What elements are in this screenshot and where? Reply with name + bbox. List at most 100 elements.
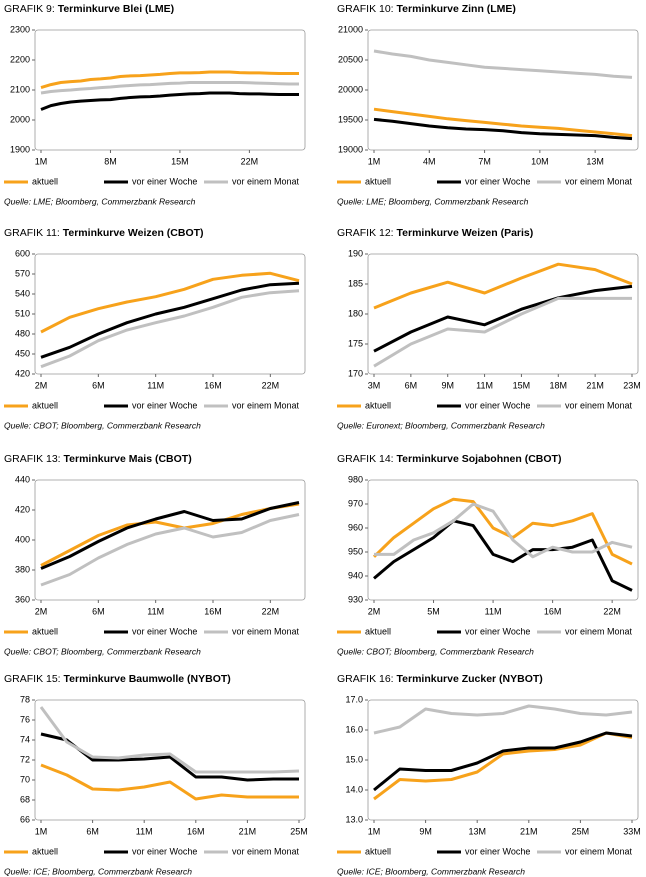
- y-tick-label: 1900: [10, 144, 30, 154]
- chart-number: GRAFIK 14:: [337, 453, 394, 465]
- x-tick-label: 6M: [92, 380, 105, 390]
- x-tick-label: 21M: [520, 826, 538, 836]
- legend-label: vor einer Woche: [465, 626, 530, 636]
- y-tick-label: 20000: [338, 84, 363, 94]
- y-tick-label: 70: [20, 774, 30, 784]
- chart-title-text: Terminkurve Zucker (NYBOT): [397, 673, 543, 685]
- y-tick-label: 930: [348, 594, 363, 604]
- legend-label: vor einer Woche: [132, 400, 197, 410]
- legend-label: aktuell: [32, 176, 58, 186]
- x-tick-label: 16M: [544, 606, 562, 616]
- y-tick-label: 17.0: [345, 694, 363, 704]
- chart-title-text: Terminkurve Sojabohnen (CBOT): [397, 453, 562, 465]
- x-tick-label: 10M: [531, 156, 549, 166]
- y-tick-label: 180: [348, 308, 363, 318]
- y-tick-label: 940: [348, 570, 363, 580]
- x-tick-label: 22M: [241, 156, 259, 166]
- series-line: [40, 501, 300, 570]
- x-tick-label: 11M: [147, 380, 164, 390]
- x-tick-label: 9M: [441, 380, 454, 390]
- legend-label: aktuell: [365, 626, 391, 636]
- series-line: [40, 502, 300, 567]
- y-tick-label: 21000: [338, 24, 363, 34]
- x-tick-label: 6M: [86, 826, 99, 836]
- chart-title-text: Terminkurve Weizen (CBOT): [63, 227, 204, 239]
- legend-label: vor einem Monat: [565, 846, 633, 856]
- x-tick-label: 1M: [35, 156, 48, 166]
- chart-panel: GRAFIK 14: Terminkurve Sojabohnen (CBOT)…: [337, 453, 639, 656]
- x-tick-label: 1M: [35, 826, 48, 836]
- series-line: [40, 513, 300, 587]
- chart-panel: GRAFIK 12: Terminkurve Weizen (Paris) 170…: [337, 227, 641, 430]
- chart-title-text: Terminkurve Weizen (Paris): [397, 227, 534, 239]
- chart-number: GRAFIK 13:: [4, 453, 61, 465]
- x-tick-label: 16M: [204, 606, 222, 616]
- legend-label: vor einer Woche: [465, 400, 530, 410]
- legend-label: vor einer Woche: [132, 846, 197, 856]
- series-line: [40, 70, 299, 90]
- legend-label: vor einer Woche: [132, 176, 197, 186]
- x-tick-label: 18M: [550, 380, 568, 390]
- y-tick-label: 15.0: [345, 754, 363, 764]
- legend-label: vor einem Monat: [565, 400, 633, 410]
- legend-label: vor einem Monat: [232, 626, 300, 636]
- y-tick-label: 980: [348, 474, 363, 484]
- chart-title: GRAFIK 16: Terminkurve Zucker (NYBOT): [337, 673, 543, 685]
- series-line: [373, 117, 633, 141]
- y-tick-label: 19000: [338, 144, 363, 154]
- source-note: Quelle: ICE; Bloomberg, Commerzbank Rese…: [4, 866, 192, 876]
- legend-label: vor einer Woche: [465, 176, 530, 186]
- y-tick-label: 540: [15, 288, 30, 298]
- series-line: [373, 296, 632, 368]
- chart-title: GRAFIK 15: Terminkurve Baumwolle (NYBOT): [4, 673, 231, 685]
- legend-label: vor einem Monat: [232, 846, 300, 856]
- x-tick-label: 22M: [603, 606, 621, 616]
- x-tick-label: 16M: [187, 826, 205, 836]
- legend-label: aktuell: [32, 400, 58, 410]
- y-tick-label: 175: [348, 338, 363, 348]
- x-tick-label: 3M: [368, 380, 381, 390]
- series-line: [40, 281, 300, 359]
- chart-number: GRAFIK 16:: [337, 673, 394, 685]
- source-note: Quelle: CBOT; Bloomberg, Commerzbank Res…: [337, 646, 534, 656]
- y-tick-label: 19500: [338, 114, 363, 124]
- x-tick-label: 9M: [419, 826, 432, 836]
- series-line: [40, 271, 300, 334]
- series-line: [373, 107, 633, 138]
- x-tick-label: 13M: [586, 156, 604, 166]
- y-tick-label: 420: [15, 368, 30, 378]
- chart-title: GRAFIK 13: Terminkurve Mais (CBOT): [4, 453, 192, 465]
- y-tick-label: 74: [20, 734, 30, 744]
- legend-label: aktuell: [365, 846, 391, 856]
- series-line: [373, 731, 633, 801]
- x-tick-label: 11M: [476, 380, 493, 390]
- legend-label: aktuell: [32, 846, 58, 856]
- y-tick-label: 420: [15, 504, 30, 514]
- x-tick-label: 4M: [423, 156, 436, 166]
- y-tick-label: 14.0: [345, 784, 363, 794]
- plot-frame: [367, 479, 639, 601]
- x-tick-label: 6M: [92, 606, 105, 616]
- y-tick-label: 76: [20, 714, 30, 724]
- chart-title: GRAFIK 14: Terminkurve Sojabohnen (CBOT): [337, 453, 561, 465]
- y-tick-label: 190: [348, 248, 363, 258]
- y-tick-label: 20500: [338, 54, 363, 64]
- x-tick-label: 22M: [262, 606, 280, 616]
- chart-panel: GRAFIK 11: Terminkurve Weizen (CBOT) 420 4…: [4, 227, 306, 430]
- chart-title-text: Terminkurve Baumwolle (NYBOT): [64, 673, 231, 685]
- x-tick-label: 33M: [623, 826, 641, 836]
- x-tick-label: 6M: [405, 380, 418, 390]
- legend-label: vor einem Monat: [565, 176, 633, 186]
- chart-panel: GRAFIK 13: Terminkurve Mais (CBOT) 360 380…: [4, 453, 306, 656]
- x-tick-label: 13M: [468, 826, 486, 836]
- plot-frame: [34, 699, 306, 821]
- y-tick-label: 950: [348, 546, 363, 556]
- source-note: Quelle: CBOT; Bloomberg, Commerzbank Res…: [4, 420, 201, 430]
- chart-title-text: Terminkurve Mais (CBOT): [64, 453, 192, 465]
- x-tick-label: 7M: [478, 156, 491, 166]
- x-tick-label: 2M: [35, 606, 48, 616]
- x-tick-label: 11M: [136, 826, 153, 836]
- chart-title-text: Terminkurve Zinn (LME): [397, 3, 516, 15]
